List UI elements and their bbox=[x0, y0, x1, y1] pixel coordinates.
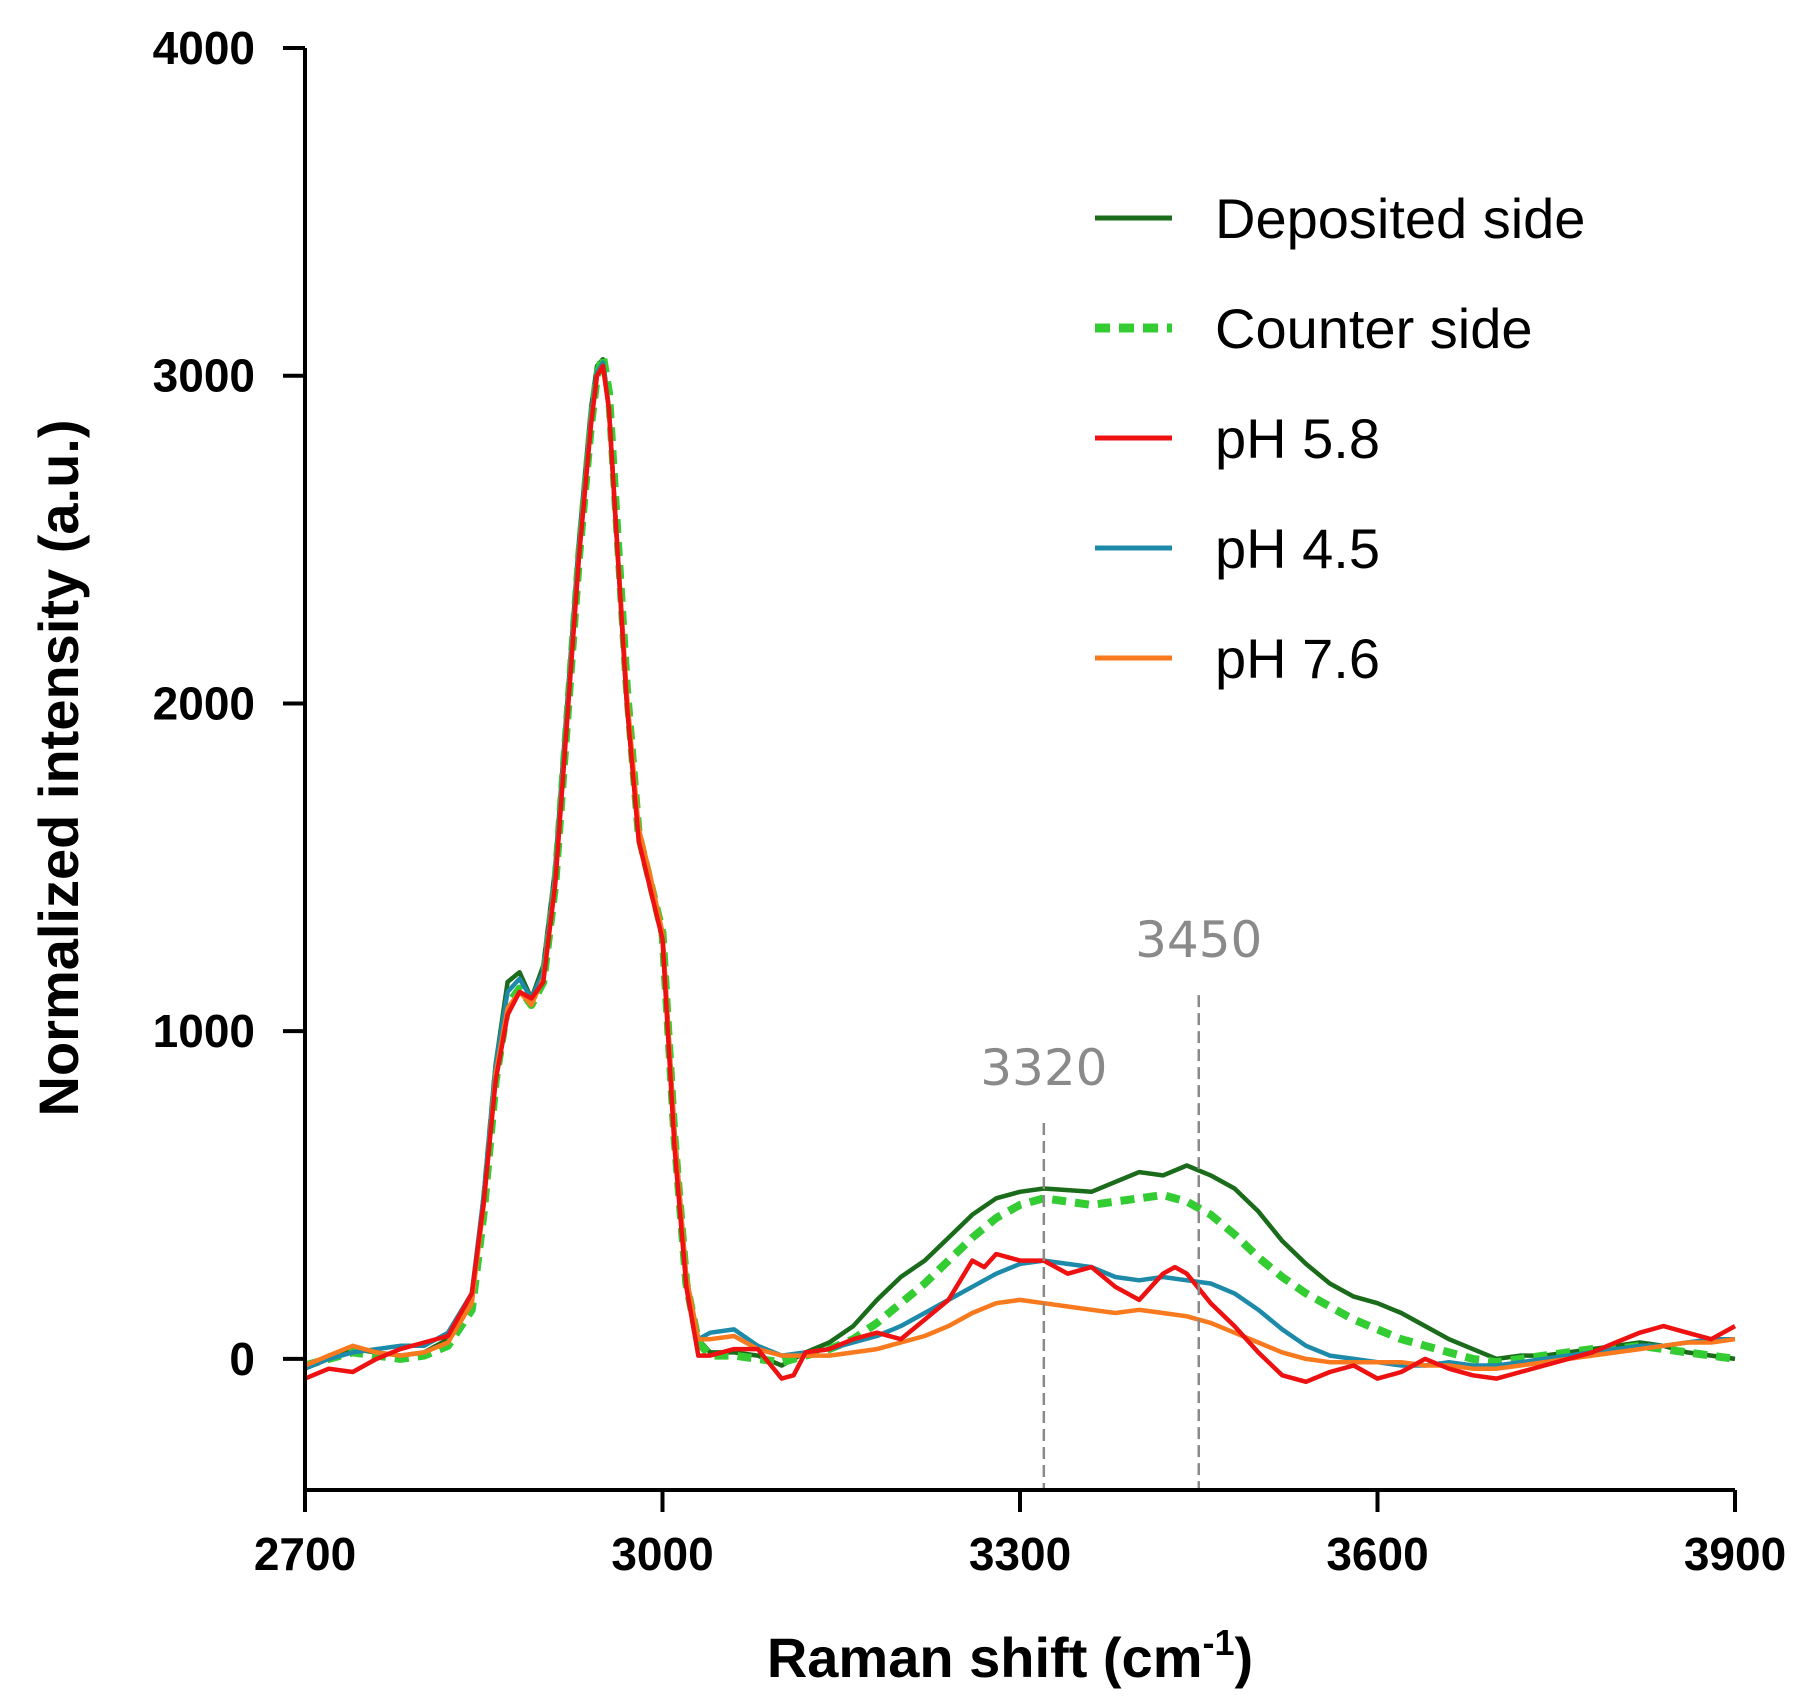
series-line-ph-7-6 bbox=[304, 363, 1736, 1371]
annotation-label-3320: 3320 bbox=[980, 1039, 1107, 1097]
legend-label: Deposited side bbox=[1215, 187, 1585, 250]
ticks-layer: 0 1000 2000 3000 4000 2700 3000 3300 3600 3900 bbox=[153, 22, 1787, 1580]
y-tick-label: 2000 bbox=[153, 677, 255, 729]
series-line-deposited-side bbox=[303, 357, 1736, 1371]
legend: Deposited side Counter side pH 5.8 pH 4.5 pH… bbox=[1095, 187, 1585, 690]
x-tick-label: 3900 bbox=[1684, 1528, 1786, 1580]
y-axis-title: Normalized intensity (a.u.) bbox=[27, 420, 90, 1117]
x-tick-label: 2700 bbox=[254, 1528, 356, 1580]
x-axis-title-close: ) bbox=[1235, 1626, 1254, 1689]
legend-label: pH 7.6 bbox=[1215, 627, 1380, 690]
y-tick-label: 0 bbox=[229, 1333, 255, 1385]
x-tick-label: 3300 bbox=[969, 1528, 1071, 1580]
y-tick-label: 4000 bbox=[153, 22, 255, 74]
legend-label: pH 4.5 bbox=[1215, 517, 1380, 580]
annotation-label-3450: 3450 bbox=[1135, 911, 1262, 969]
legend-label: Counter side bbox=[1215, 297, 1533, 360]
y-tick-label: 3000 bbox=[153, 350, 255, 402]
x-tick-label: 3600 bbox=[1326, 1528, 1428, 1580]
y-tick-label: 1000 bbox=[153, 1005, 255, 1057]
x-axis-title-main: Raman shift (cm bbox=[767, 1626, 1203, 1689]
series-line-ph-5-8 bbox=[304, 363, 1737, 1385]
x-axis-title-superscript: -1 bbox=[1202, 1622, 1234, 1663]
annotation-layer: 3320 3450 bbox=[980, 911, 1262, 1490]
x-axis-title: Raman shift (cm-1) bbox=[767, 1622, 1253, 1689]
legend-label: pH 5.8 bbox=[1215, 407, 1380, 470]
series-line-ph-4-5 bbox=[304, 360, 1735, 1371]
series-layer bbox=[303, 352, 1737, 1385]
x-tick-label: 3000 bbox=[611, 1528, 713, 1580]
axes-layer bbox=[303, 48, 1735, 1492]
series-line-counter-side bbox=[303, 352, 1736, 1370]
